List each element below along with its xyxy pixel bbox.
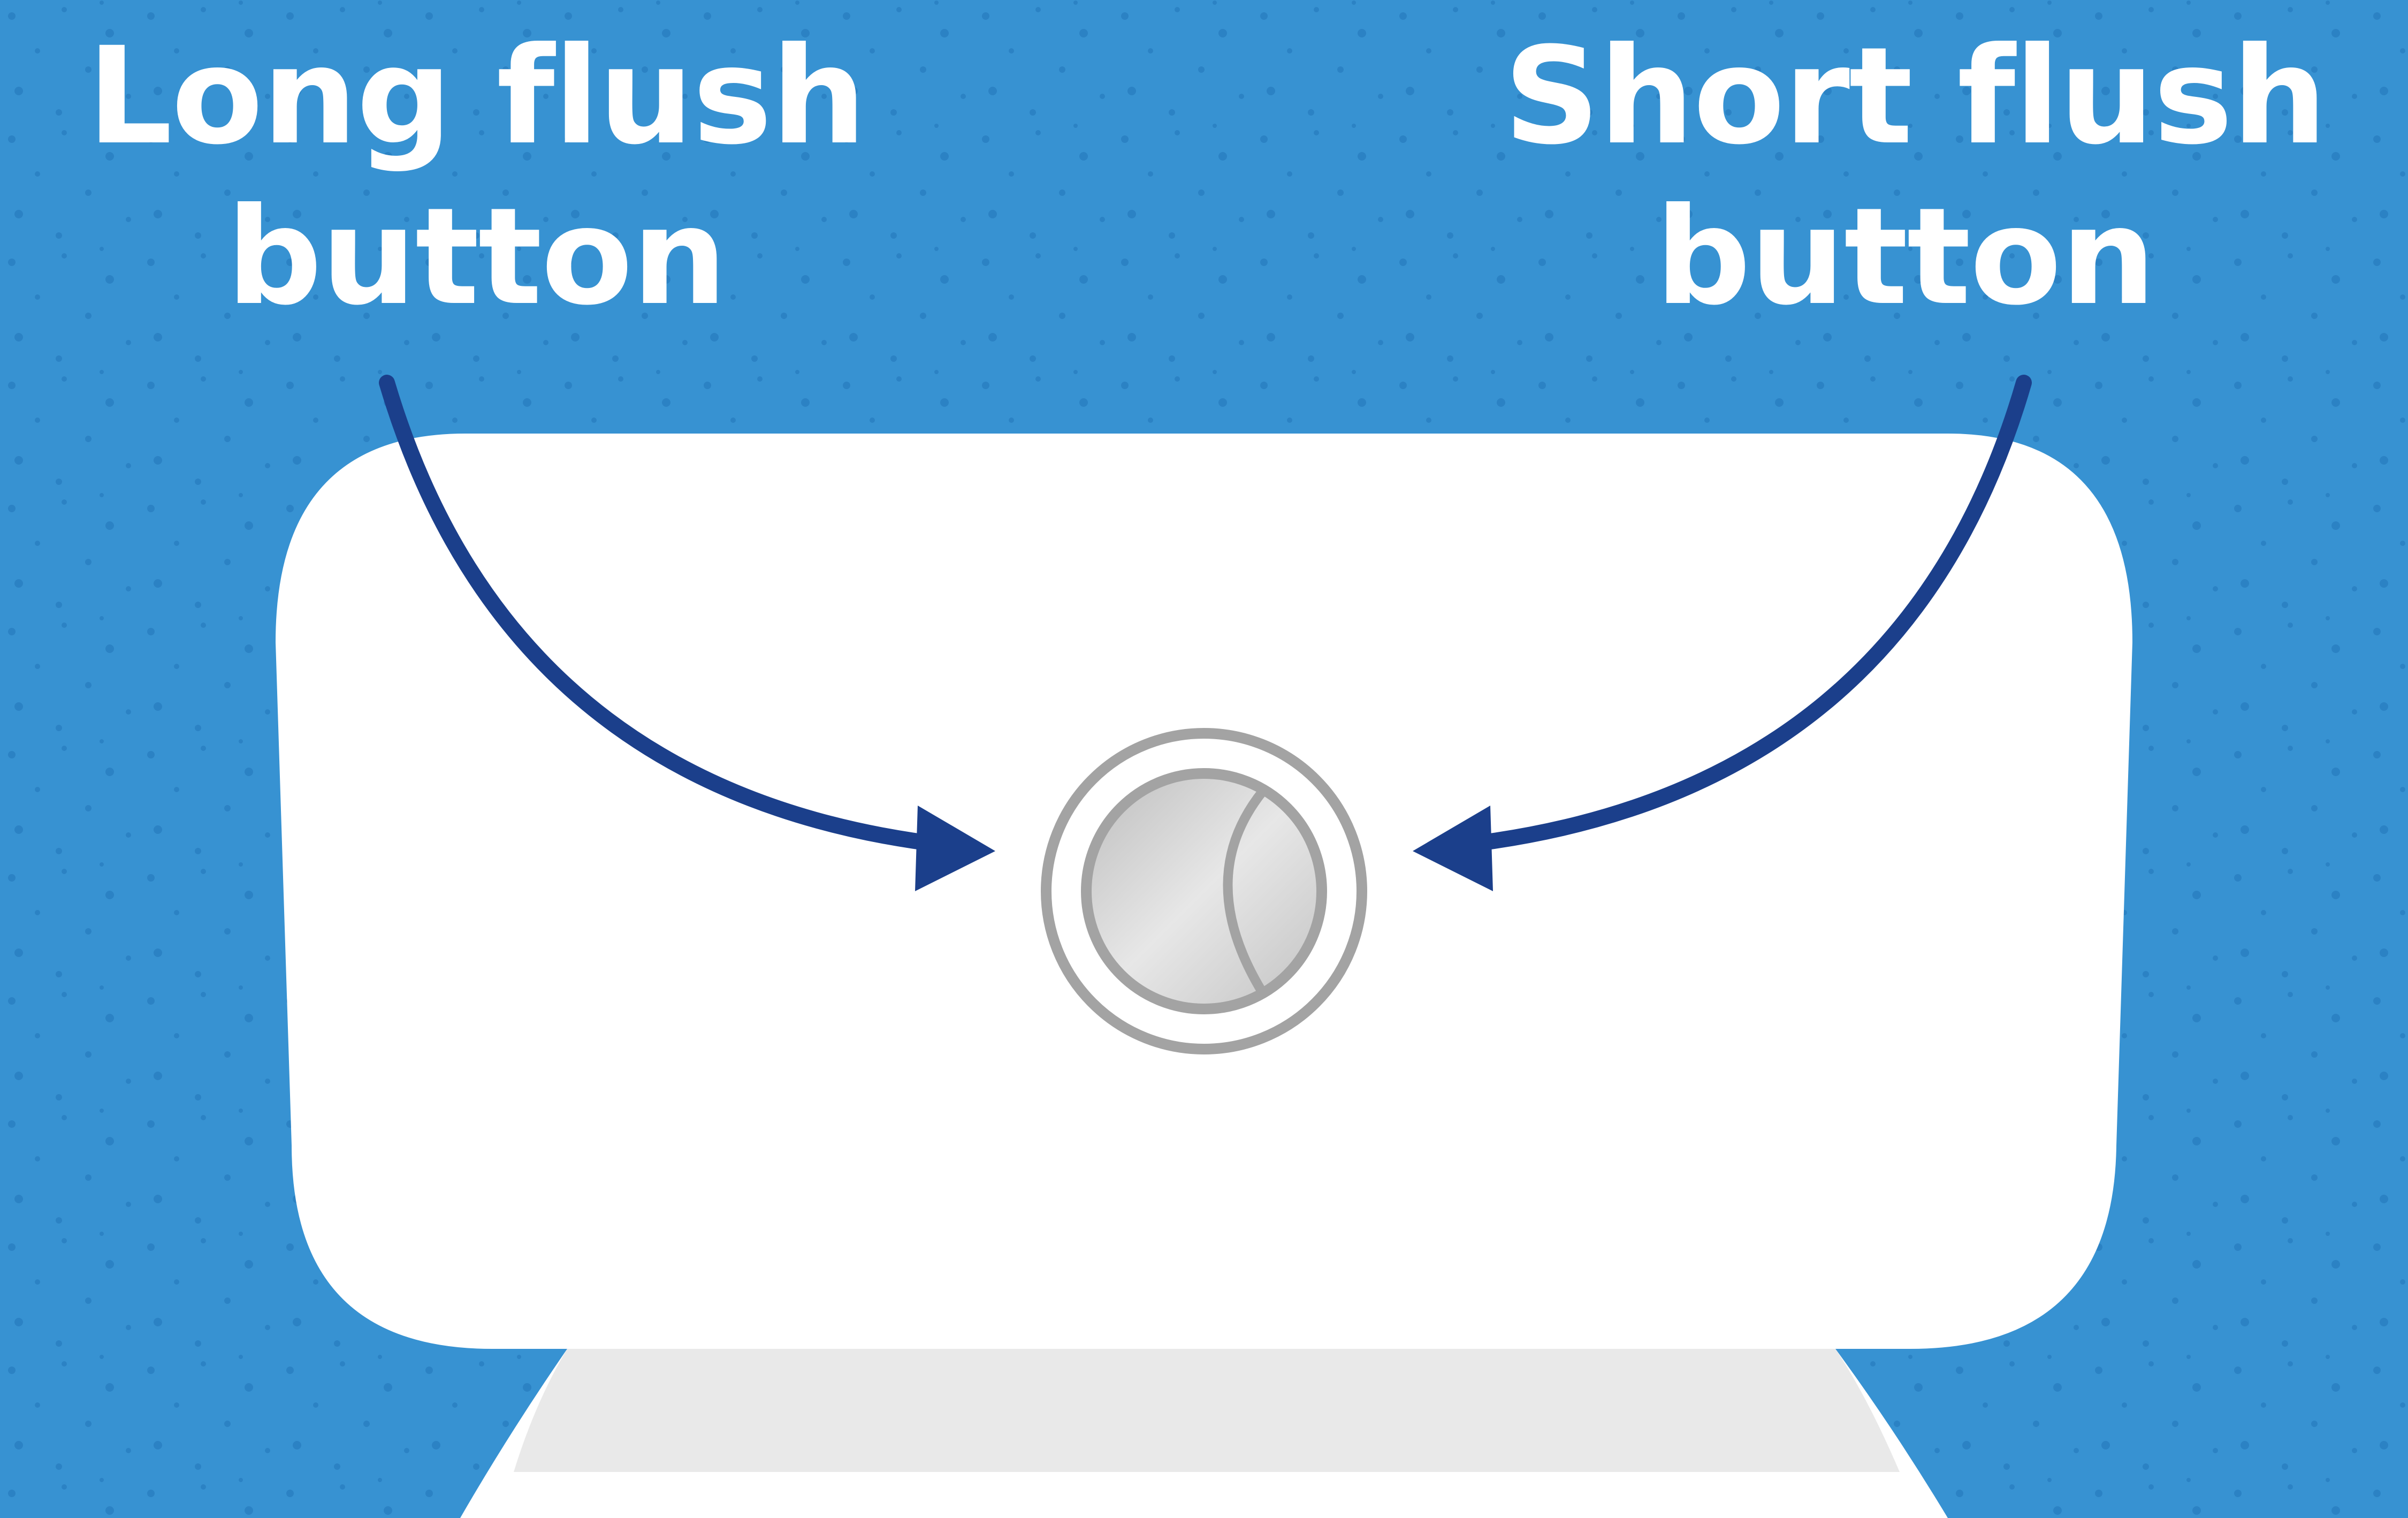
button-inner-disc (1081, 768, 1327, 1014)
long-flush-label: Long flush button (75, 16, 878, 337)
button-divider (1223, 788, 1267, 994)
short-flush-label: Short flush button (1504, 16, 2327, 337)
dual-flush-button-icon (1041, 728, 1367, 1054)
short-flush-label-line2: button (1655, 179, 2156, 335)
short-flush-label-line1: Short flush (1504, 18, 2327, 174)
long-flush-label-line2: button (226, 179, 727, 335)
short-flush-arrow (1413, 375, 2032, 891)
toilet-bowl-rim (514, 1349, 1900, 1472)
long-flush-arrow (379, 375, 995, 891)
long-flush-label-line1: Long flush (87, 18, 866, 174)
